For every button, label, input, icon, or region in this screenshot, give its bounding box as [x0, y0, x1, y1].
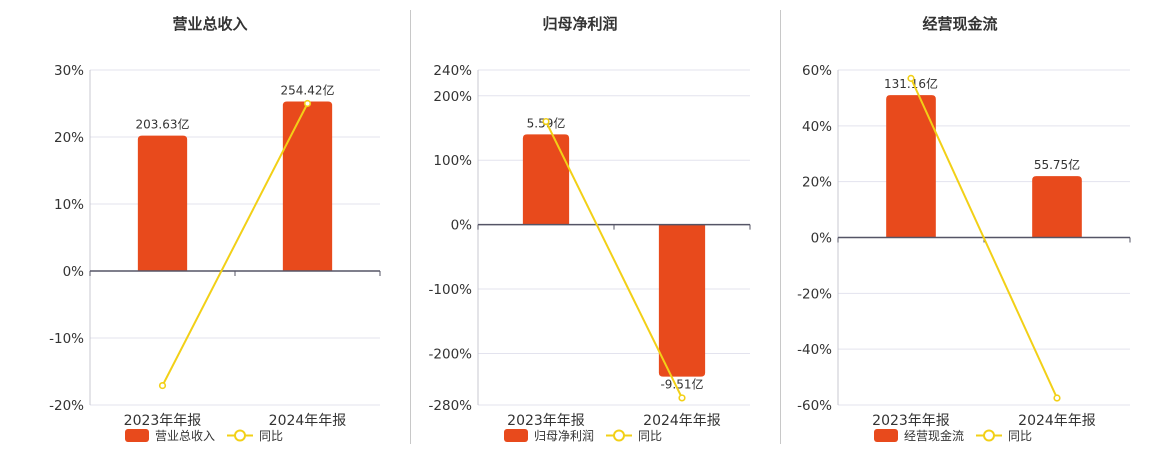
x-category-label: 2023年年报 — [507, 413, 585, 429]
yoy-line — [161, 103, 309, 387]
y-tick-label: 20% — [54, 130, 84, 146]
bar — [886, 95, 936, 238]
legend-bar-swatch — [125, 429, 149, 442]
y-tick-label: 0% — [63, 264, 85, 280]
bar-value-label: 55.75亿 — [1034, 157, 1080, 172]
chart-title: 归母净利润 — [542, 15, 617, 33]
yoy-line — [545, 121, 683, 399]
legend-line-label: 同比 — [638, 429, 662, 443]
yoy-line — [910, 77, 1058, 399]
y-tick-label: -280% — [429, 398, 473, 414]
legend-line-label: 同比 — [259, 429, 283, 443]
panel-divider-1 — [410, 10, 411, 444]
legend-bar-swatch — [504, 429, 528, 442]
chart-revenue: 营业总收入 30% 20% 10% 0% -10% -20% 203.63亿 254.42亿 20… — [49, 15, 381, 443]
bar-value-label: 203.63亿 — [136, 117, 190, 132]
yoy-point — [303, 99, 312, 108]
y-tick-label: -60% — [797, 398, 832, 414]
legend-bar-swatch — [874, 429, 898, 442]
bar-value-label: -9.51亿 — [660, 377, 703, 392]
legend-bar-label: 经营现金流 — [904, 428, 964, 443]
x-category-label: 2023年年报 — [872, 413, 950, 429]
yoy-point — [158, 381, 167, 390]
y-tick-label: -100% — [429, 282, 473, 298]
x-category-label: 2024年年报 — [269, 413, 347, 429]
chart-title: 经营现金流 — [922, 15, 997, 33]
bar — [137, 135, 188, 271]
legend-line-marker — [234, 429, 246, 442]
y-tick-label: 20% — [802, 175, 832, 191]
bar — [658, 224, 706, 377]
y-tick-label: 0% — [451, 218, 473, 234]
yoy-point — [907, 74, 915, 82]
bar-value-label: 254.42亿 — [281, 82, 335, 97]
chart-net-profit: 归母净利润240%200%100%0%-100%-200%-280%5.59亿-… — [429, 15, 751, 443]
x-category-label: 2023年年报 — [124, 413, 202, 429]
y-tick-label: -200% — [429, 346, 473, 362]
y-tick-label: -20% — [797, 286, 832, 302]
legend-line-marker — [983, 429, 995, 442]
yoy-point — [1053, 394, 1061, 402]
y-tick-label: 200% — [433, 89, 472, 105]
y-tick-label: 40% — [802, 119, 832, 135]
y-tick-label: 100% — [433, 153, 472, 169]
y-tick-label: 0% — [811, 231, 833, 247]
y-tick-label: 60% — [802, 63, 832, 79]
chart-title: 营业总收入 — [172, 15, 247, 33]
y-tick-label: -20% — [49, 398, 84, 414]
legend-bar-label: 归母净利润 — [534, 429, 594, 443]
chart-operating-cashflow: 经营现金流 60% 40% 20% 0% -20% -40% -60% 131.16亿 55.75… — [797, 15, 1131, 443]
y-tick-label: 10% — [54, 197, 84, 213]
bar — [522, 134, 570, 225]
panel-divider-2 — [780, 10, 781, 444]
y-tick-label: -40% — [797, 342, 832, 358]
legend-line-label: 同比 — [1008, 429, 1032, 443]
y-tick-label: -10% — [49, 331, 84, 347]
bar-value-label: 131.16亿 — [884, 76, 938, 91]
legend-bar-label: 营业总收入 — [155, 429, 215, 443]
x-category-label: 2024年年报 — [643, 413, 721, 429]
x-category-label: 2024年年报 — [1018, 413, 1096, 429]
legend-line-marker — [613, 429, 625, 442]
y-tick-label: 30% — [54, 63, 84, 79]
bar — [1032, 176, 1082, 238]
bar — [282, 101, 333, 272]
yoy-point — [542, 117, 550, 126]
yoy-point — [678, 394, 686, 402]
y-tick-label: 240% — [433, 63, 472, 79]
